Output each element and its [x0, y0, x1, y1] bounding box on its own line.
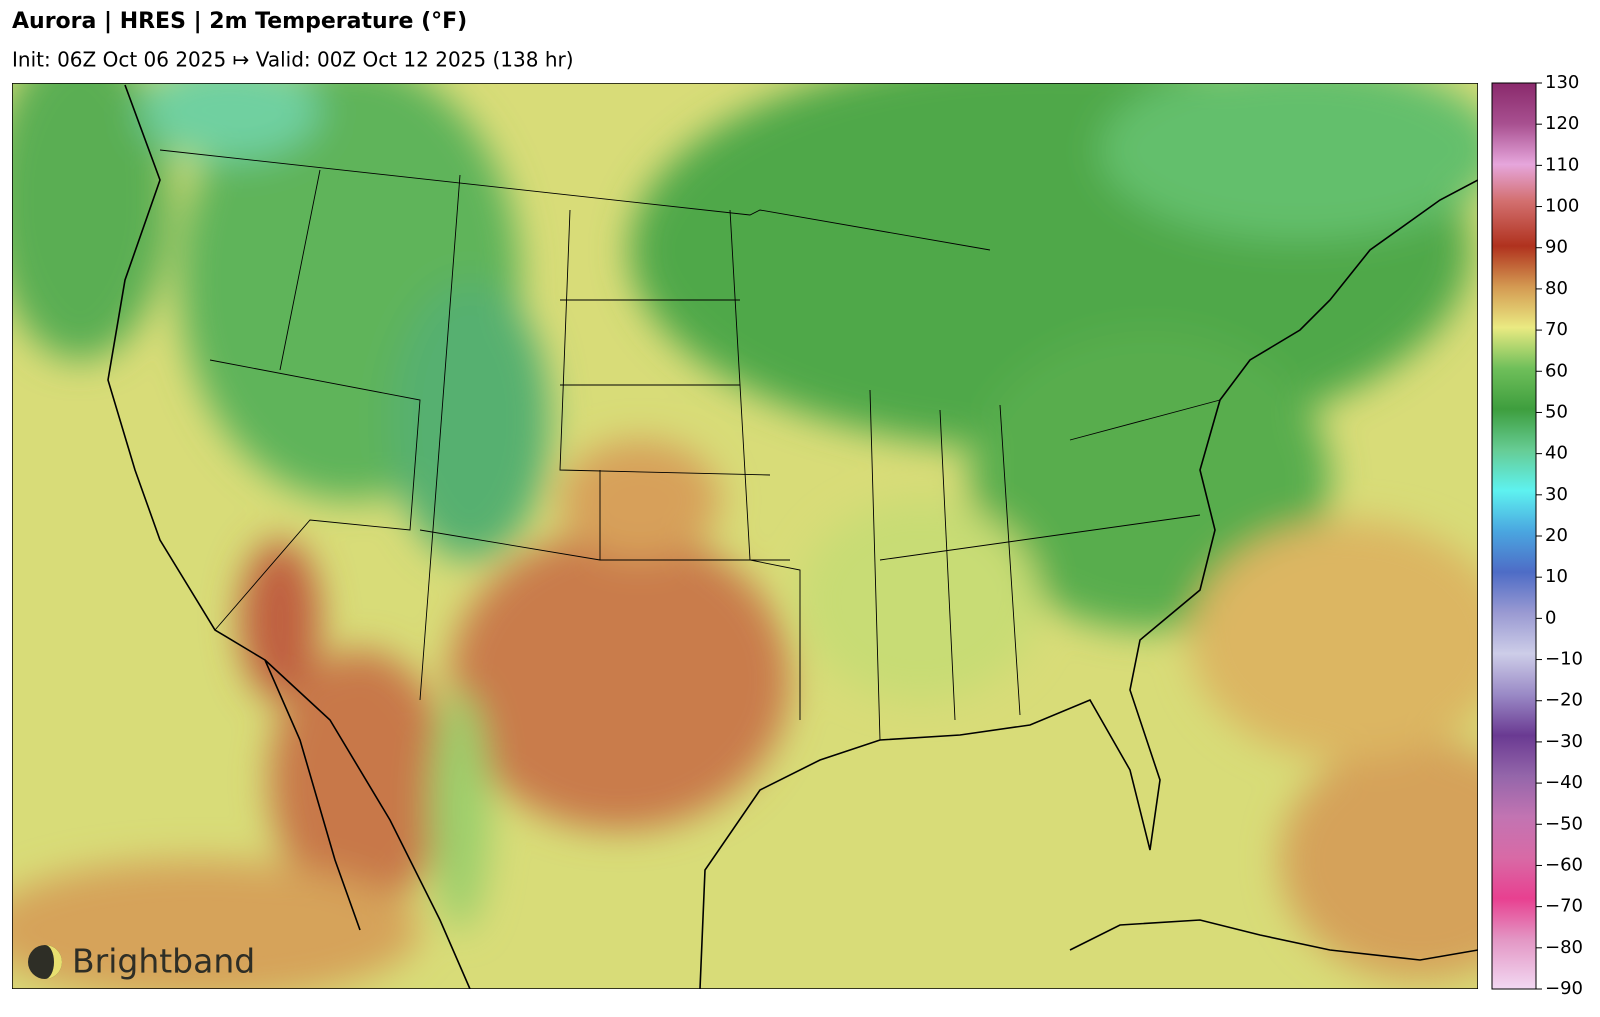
colorbar-tick-label: −50	[1545, 813, 1583, 834]
colorbar-tick-label: −20	[1545, 690, 1583, 711]
colorbar-tick-label: −60	[1545, 854, 1583, 875]
colorbar-tick-label: 90	[1545, 237, 1568, 258]
colorbar-tick-label: 80	[1545, 278, 1568, 299]
colorbar-tick-label: 40	[1545, 443, 1568, 464]
subtitle: Init: 06Z Oct 06 2025 ↦ Valid: 00Z Oct 1…	[12, 48, 574, 72]
colorbar-tick-label: −10	[1545, 649, 1583, 670]
colorbar-tick-label: 20	[1545, 525, 1568, 546]
colorbar-tick-label: 130	[1545, 72, 1579, 93]
colorbar-tick-label: 50	[1545, 401, 1568, 422]
colorbar-tick-label: 110	[1545, 154, 1579, 175]
colorbar-tick-label: 0	[1545, 607, 1556, 628]
colorbar-tick-label: −80	[1545, 937, 1583, 958]
colorbar-tick-label: 100	[1545, 196, 1579, 217]
colorbar-tick-label: 30	[1545, 484, 1568, 505]
colorbar	[1491, 82, 1537, 990]
title: Aurora | HRES | 2m Temperature (°F)	[12, 9, 467, 34]
colorbar-tick-label: −30	[1545, 731, 1583, 752]
colorbar-tick-label: −70	[1545, 896, 1583, 917]
colorbar-tick-label: 70	[1545, 319, 1568, 340]
colorbar-tick-label: 10	[1545, 566, 1568, 587]
colorbar-tick-label: 120	[1545, 113, 1579, 134]
colorbar-tick-label: −90	[1545, 978, 1583, 999]
logo-text: Brightband	[72, 942, 255, 981]
colorbar-tick-label: 60	[1545, 360, 1568, 381]
colorbar-tick-label: −40	[1545, 772, 1583, 793]
temperature-map: Brightband	[12, 83, 1478, 989]
